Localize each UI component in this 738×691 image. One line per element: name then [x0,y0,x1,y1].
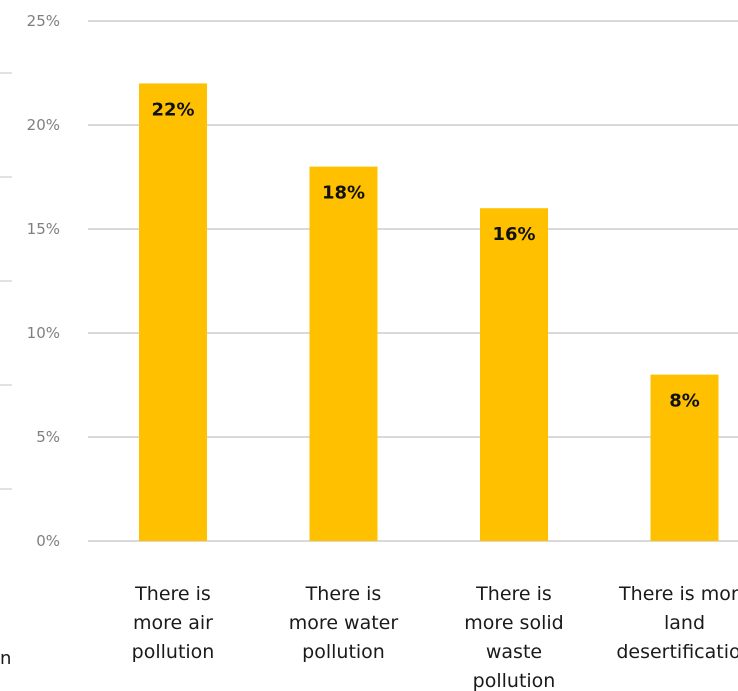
data-label: 8% [669,391,700,412]
data-label: 16% [492,224,535,245]
minor-tick-marks [0,72,12,490]
category-label: There is more water pollution [289,583,399,663]
bar [309,166,378,541]
bar [480,208,548,541]
bar [139,83,207,542]
y-axis-tick-labels: 0% 5% 10% 15% 20% 25% [27,12,60,550]
cropped-text-fragment: n [0,648,11,669]
category-label: There is more air pollution [132,583,215,663]
category-label: There is more solid waste pollution [464,583,563,691]
data-label: 22% [151,99,194,120]
y-tick-label: 5% [36,428,60,446]
bars [139,83,719,542]
y-tick-label: 15% [27,220,60,238]
data-label: 18% [322,183,365,204]
y-tick-label: 0% [36,532,60,550]
bar [650,374,719,541]
y-tick-label: 20% [27,116,60,134]
y-tick-label: 10% [27,324,60,342]
category-labels: There is more air pollution There is more wa… [132,583,738,691]
y-tick-label: 25% [27,12,60,30]
data-labels: 22% 18% 16% 8% [151,99,699,411]
